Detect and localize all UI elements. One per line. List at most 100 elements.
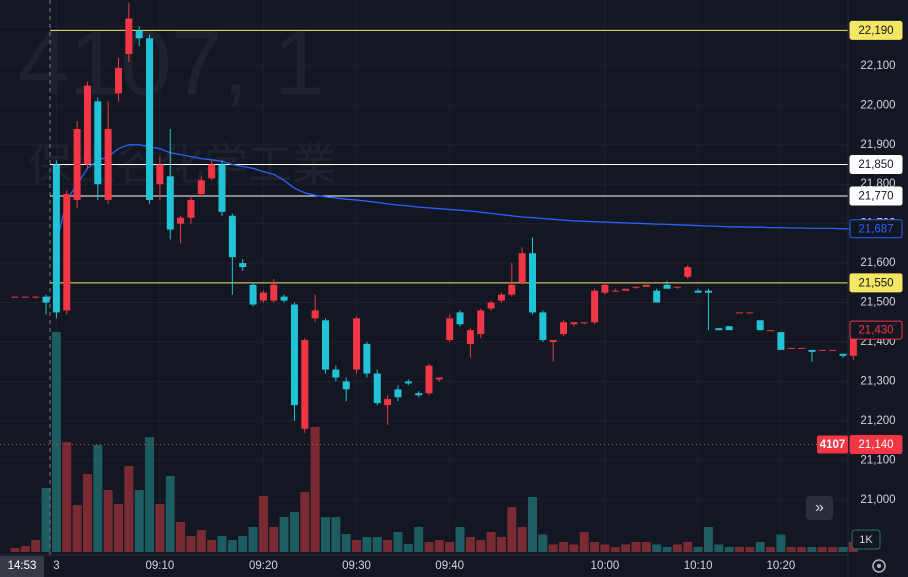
volume-bar: [693, 547, 703, 552]
volume-bar: [383, 540, 393, 552]
y-tick-label: 21,500: [860, 297, 895, 309]
x-tick-label: 3: [53, 560, 59, 572]
candle-body: [94, 101, 102, 185]
volume-bar: [10, 548, 20, 552]
x-tick-label: 09:10: [146, 560, 175, 572]
candle-body: [684, 267, 692, 277]
scale-button-label[interactable]: 1K: [859, 534, 873, 546]
candle-body: [125, 18, 133, 55]
candle-body: [228, 215, 236, 258]
candle-body: [849, 330, 857, 356]
volume-bar: [486, 532, 496, 552]
candle-body: [529, 253, 536, 313]
volume-bar: [786, 547, 796, 552]
candle-body: [818, 349, 826, 351]
volume-bar: [600, 544, 610, 552]
volume-bar: [641, 542, 651, 552]
prev-close-tag-label: 21,140: [858, 439, 893, 451]
volume-bar: [797, 547, 807, 552]
candle-body: [311, 310, 319, 319]
volume-bar: [289, 512, 299, 552]
candle-body: [622, 288, 630, 291]
candle-body: [425, 365, 433, 394]
settings-icon-dot[interactable]: [877, 564, 881, 568]
candle-body: [342, 381, 350, 390]
symbol-tag-box: [817, 435, 848, 454]
volume-bar: [621, 544, 631, 552]
candle-body: [363, 343, 371, 374]
candle-body: [301, 340, 309, 429]
volume-bar: [403, 544, 413, 552]
volume-bar: [631, 542, 641, 552]
volume-bar: [20, 546, 30, 552]
crosshair-time-box: [0, 556, 44, 577]
candle-body: [208, 164, 216, 179]
volume-bar: [62, 442, 72, 552]
candle-body: [446, 318, 454, 341]
candle-body: [808, 349, 816, 352]
volume-bar: [496, 537, 506, 552]
price-line-tag-box: [849, 20, 903, 40]
volume-bar: [828, 547, 838, 552]
candle-body: [177, 217, 185, 224]
candle-body: [508, 284, 516, 295]
volume-bar: [548, 544, 558, 552]
candle-body: [560, 322, 568, 335]
volume-bar: [559, 542, 569, 552]
volume-bar: [465, 537, 475, 552]
x-tick-label: 10:10: [684, 560, 713, 572]
candle-body: [52, 164, 60, 313]
volume-bar: [321, 517, 330, 552]
candle-body: [736, 312, 743, 314]
candles: [11, 2, 857, 433]
candle-body: [249, 284, 257, 305]
volume-bar: [227, 540, 237, 552]
volume-bar: [569, 544, 579, 552]
candle-body: [601, 284, 609, 293]
volume-bar: [352, 540, 362, 552]
volume-bar: [196, 530, 206, 552]
candle-body: [415, 393, 423, 396]
candle-body: [353, 318, 361, 370]
volume-bar: [51, 332, 61, 552]
volume-bar: [610, 547, 620, 552]
candle-body: [694, 290, 702, 293]
y-tick-label: 21,300: [860, 375, 895, 387]
candle-body: [83, 85, 91, 165]
y-tick-label: 22,000: [860, 99, 895, 111]
scale-button[interactable]: [851, 529, 881, 550]
volume-bar: [331, 517, 341, 552]
candle-body: [632, 286, 640, 288]
volume-bar: [590, 542, 600, 552]
volume-bar: [735, 547, 744, 552]
candle-body: [673, 286, 681, 288]
volume-bar: [93, 445, 103, 552]
volume: [10, 332, 858, 552]
candle-body: [767, 330, 775, 332]
candle-body: [497, 294, 505, 301]
scroll-button[interactable]: [806, 496, 833, 520]
candle-body: [135, 30, 143, 39]
volume-bar: [238, 536, 248, 552]
candle-body: [218, 164, 226, 212]
scroll-button-label[interactable]: »: [815, 499, 824, 516]
last-price-tag-label: 21,430: [858, 325, 893, 337]
ma-line: [55, 144, 854, 244]
volume-bar: [579, 532, 589, 552]
candle-body: [539, 312, 547, 341]
price-line-tag-label: 22,190: [858, 25, 893, 37]
y-tick-label: 21,000: [860, 494, 895, 506]
candle-body: [591, 290, 599, 323]
volume-bar: [176, 522, 186, 552]
candle-body: [477, 310, 485, 335]
volume-bar: [662, 547, 672, 552]
ma-tag-label: 21,687: [858, 223, 893, 235]
candle-body: [384, 399, 392, 406]
candle-body: [404, 381, 412, 384]
candle-body: [239, 263, 247, 268]
symbol-tag-label: 4107: [820, 439, 846, 451]
volume-bar: [258, 496, 268, 552]
settings-icon[interactable]: [872, 559, 886, 573]
candle-body: [611, 290, 619, 292]
